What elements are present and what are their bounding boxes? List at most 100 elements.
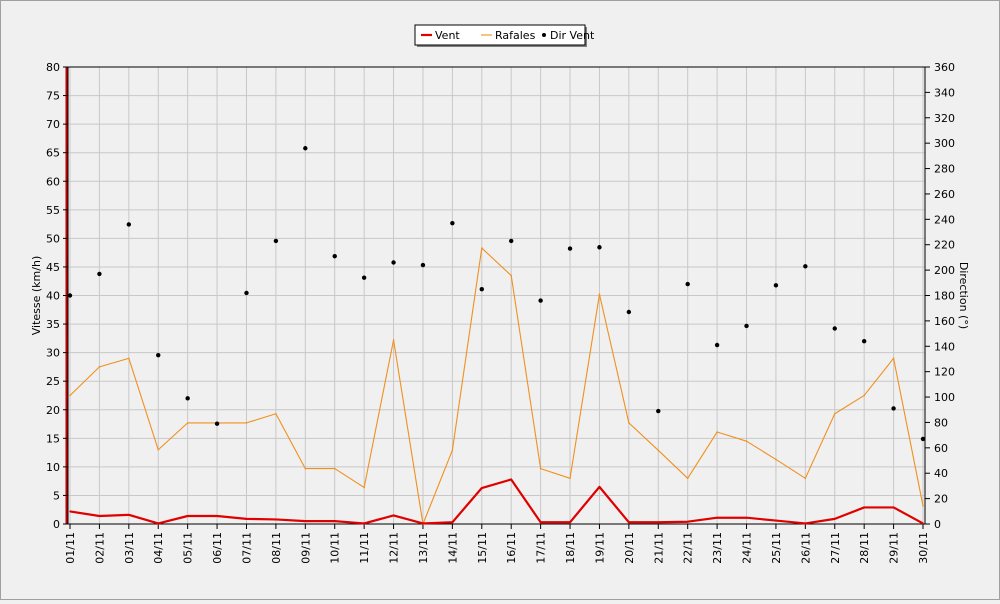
y-right-axis-title: Direction (°) xyxy=(957,262,970,329)
left-tick-label: 75 xyxy=(46,90,60,103)
x-tick-label: 26/11 xyxy=(799,532,812,564)
series-vent-point xyxy=(245,518,248,520)
dir-vent-point xyxy=(185,396,190,401)
x-tick-label: 01/11 xyxy=(64,532,77,564)
series-rafales-point xyxy=(363,486,365,489)
right-tick-label: 80 xyxy=(934,416,948,429)
left-tick-label: 60 xyxy=(46,175,60,188)
series-vent-point xyxy=(510,478,513,481)
right-tick-label: 100 xyxy=(934,391,955,404)
series-rafales-point xyxy=(745,440,748,442)
right-tick-label: 320 xyxy=(934,112,955,125)
right-tick-label: 120 xyxy=(934,366,955,379)
legend-box xyxy=(414,24,586,46)
series-vent-point xyxy=(128,514,130,516)
x-tick-label: 12/11 xyxy=(388,532,401,564)
x-tick-label: 04/11 xyxy=(152,532,165,564)
right-tick-label: 60 xyxy=(934,442,948,455)
series-vent-point xyxy=(98,515,101,517)
dir-vent-point xyxy=(773,283,779,288)
left-tick-label: 40 xyxy=(46,290,60,303)
series-rafales-point xyxy=(716,431,718,433)
series-rafales-point xyxy=(892,357,895,360)
dir-vent-point xyxy=(744,323,749,329)
x-tick-label: 08/11 xyxy=(270,532,283,564)
series-vent-point xyxy=(392,514,395,517)
dir-vent-point xyxy=(214,421,220,426)
left-tick-label: 10 xyxy=(46,461,60,474)
series-rafales-point xyxy=(157,448,160,451)
series-rafales-point xyxy=(539,467,542,470)
right-tick-label: 140 xyxy=(934,340,955,353)
dir-vent-point xyxy=(156,352,161,358)
right-tick-label: 240 xyxy=(934,213,955,226)
series-rafales-point xyxy=(69,394,71,397)
series-vent-point xyxy=(216,515,218,517)
legend-label-vent: Vent xyxy=(435,29,460,42)
dir-vent-point xyxy=(714,342,720,348)
dir-vent-point xyxy=(450,220,455,226)
series-vent-point xyxy=(657,521,660,524)
x-tick-label: 28/11 xyxy=(858,532,871,564)
x-tick-label: 21/11 xyxy=(652,532,665,564)
left-tick-label: 65 xyxy=(46,147,60,160)
right-tick-label: 260 xyxy=(934,188,955,201)
series-vent-point xyxy=(157,522,160,525)
left-tick-label: 35 xyxy=(46,318,60,331)
series-vent-point xyxy=(333,520,336,522)
series-vent-point xyxy=(569,521,571,524)
x-tick-label: 29/11 xyxy=(888,532,901,564)
series-vent-point xyxy=(69,510,71,513)
legend: Vent Rafales Dir Vent xyxy=(414,24,595,47)
left-tick-label: 5 xyxy=(53,489,60,502)
dir-vent-point xyxy=(479,286,484,292)
series-vent-point xyxy=(422,522,424,525)
dir-vent-point xyxy=(538,298,543,303)
dir-vent-point xyxy=(861,339,867,344)
dir-vent-point xyxy=(567,246,573,251)
x-tick-label: 07/11 xyxy=(240,532,253,564)
x-tick-label: 05/11 xyxy=(182,532,195,564)
left-tick-label: 80 xyxy=(46,61,60,74)
series-vent-point xyxy=(833,518,836,520)
x-tick-label: 23/11 xyxy=(711,532,724,564)
series-vent-point xyxy=(804,522,807,525)
dir-vent-point xyxy=(391,260,396,265)
x-tick-label: 24/11 xyxy=(741,532,754,564)
right-tick-label: 40 xyxy=(934,467,948,480)
series-rafales-point xyxy=(628,422,630,424)
dir-vent-point xyxy=(126,222,132,227)
x-tick-label: 27/11 xyxy=(829,532,842,564)
dir-vent-point xyxy=(303,146,308,151)
series-vent-point xyxy=(686,520,689,523)
x-tick-label: 20/11 xyxy=(623,532,636,564)
legend-label-rafales: Rafales xyxy=(495,29,536,42)
x-tick-label: 13/11 xyxy=(417,532,430,564)
series-rafales-point xyxy=(304,467,307,470)
x-tick-label: 22/11 xyxy=(682,532,695,564)
x-tick-label: 02/11 xyxy=(93,532,106,564)
series-vent-point xyxy=(922,522,924,525)
x-tick-label: 16/11 xyxy=(505,532,518,564)
left-tick-label: 0 xyxy=(53,518,60,531)
left-tick-label: 30 xyxy=(46,347,60,360)
right-tick-label: 360 xyxy=(934,61,955,74)
x-tick-label: 17/11 xyxy=(535,532,548,564)
legend-label-dir-vent: Dir Vent xyxy=(550,29,595,42)
x-tick-label: 10/11 xyxy=(329,532,342,564)
dir-vent-point xyxy=(67,293,73,298)
series-rafales-point xyxy=(98,366,101,368)
dir-vent-point xyxy=(509,238,514,244)
dir-vent-point xyxy=(803,264,808,269)
left-tick-label: 70 xyxy=(46,118,60,131)
series-vent-point xyxy=(628,521,630,524)
x-tick-label: 15/11 xyxy=(476,532,489,564)
series-vent-point xyxy=(304,520,307,522)
series xyxy=(67,146,926,525)
right-tick-label: 220 xyxy=(934,239,955,252)
series-rafales-point xyxy=(451,449,454,452)
x-tick-label: 18/11 xyxy=(564,532,577,564)
series-vent-point xyxy=(716,516,718,519)
